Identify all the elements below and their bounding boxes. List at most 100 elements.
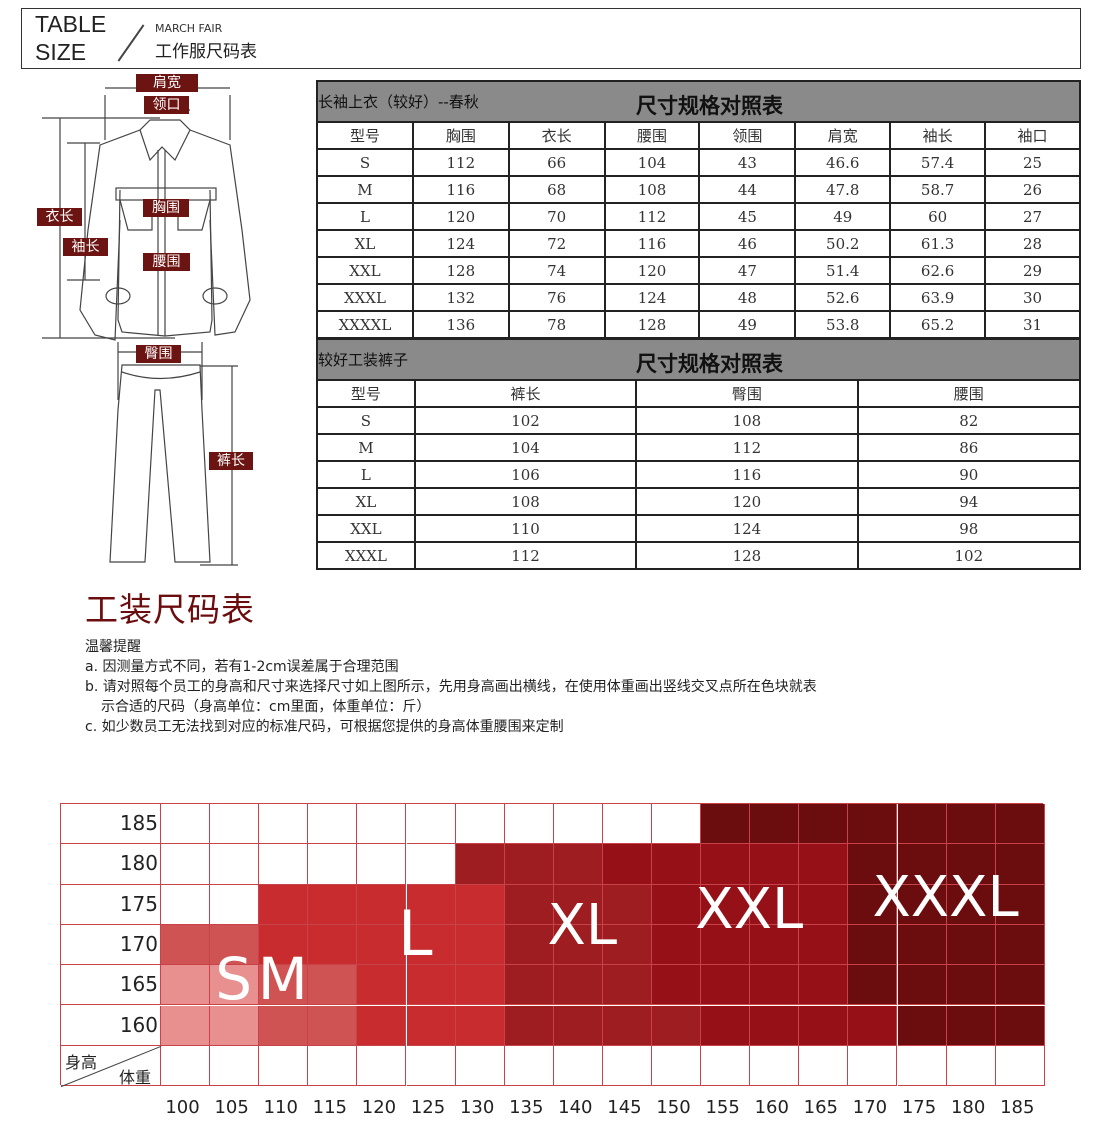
grid-cell (995, 844, 1045, 885)
table-cell: 47.8 (794, 175, 892, 204)
grid-cell (259, 884, 309, 925)
column-header: 衣长 (507, 121, 606, 150)
table-row: XL 108 120 94 (316, 487, 1082, 516)
grid-cell (308, 844, 358, 885)
grid-cell (259, 1005, 309, 1046)
grid-cell (161, 884, 211, 925)
table-cell: S (316, 406, 416, 435)
table-row: XXL 128 74 120 47 51.4 62.6 29 (316, 256, 1081, 285)
note-a: a. 因测量方式不同，若有1-2cm误差属于合理范围 (85, 659, 399, 675)
table-cell: 61.3 (889, 229, 987, 258)
table-cell: 28 (984, 229, 1081, 258)
table-cell: 46 (698, 229, 797, 258)
weight-label: 160 (754, 1097, 789, 1118)
label-hip: 臀围 (136, 345, 181, 363)
grid-cell (504, 965, 554, 1006)
table-cell: 108 (635, 406, 859, 435)
grid-cell (210, 924, 260, 966)
grid-cell (259, 965, 309, 1006)
grid-cell (701, 884, 751, 925)
table-cell: 120 (635, 487, 859, 516)
grid-cell (455, 884, 505, 925)
grid-cell (455, 924, 505, 966)
notes-heading: 工装尺码表 (85, 590, 255, 629)
jacket-table-title: 尺寸规格对照表 (636, 94, 783, 118)
weight-label: 180 (950, 1097, 986, 1118)
table-row: M 104 112 86 (316, 433, 1082, 462)
grid-cell (946, 1005, 996, 1046)
grid-cell (406, 804, 456, 845)
grid-cell (799, 1005, 849, 1046)
jacket-size-table: 长袖上衣（较好）--春秋 尺寸规格对照表 型号 胸围 衣长 腰围 领围 肩宽 袖长 袖口 S 112… (316, 80, 1081, 339)
table-cell: 110 (413, 514, 638, 543)
weight-label: 175 (901, 1097, 937, 1118)
table-cell: 120 (411, 202, 510, 231)
table-row: L 120 70 112 45 49 60 27 (316, 202, 1081, 231)
weight-label: 120 (361, 1097, 397, 1118)
grid-cell (799, 965, 849, 1006)
table-cell: XL (316, 487, 416, 516)
size-zone-label: XXXL (872, 865, 1019, 931)
grid-cell (210, 1005, 260, 1046)
table-cell: 112 (411, 148, 510, 177)
grid-cell (210, 965, 260, 1006)
grid-cell (602, 804, 652, 845)
note-b: b. 请对照每个员工的身高和尺寸来选择尺寸如上图所示，先用身高画出横线，在使用体… (85, 679, 817, 695)
weight-label: 165 (803, 1097, 839, 1118)
table-cell: 60 (889, 202, 987, 231)
grid-cell (652, 1005, 702, 1046)
height-label: 175 (119, 891, 158, 916)
weight-label: 125 (410, 1097, 446, 1118)
table-cell: XL (316, 229, 414, 258)
table-cell: 46.6 (794, 148, 892, 177)
table-cell: 82 (856, 406, 1082, 435)
grid-cell (848, 844, 898, 885)
grid-cell (455, 844, 505, 885)
table-cell: 124 (603, 283, 701, 312)
weight-label: 110 (263, 1097, 298, 1118)
grid-cell (995, 965, 1045, 1006)
grid-cell (995, 1045, 1045, 1087)
table-cell: L (316, 460, 416, 489)
table-cell: 72 (507, 229, 606, 258)
grid-cell (946, 804, 996, 845)
grid-cell (750, 1005, 800, 1046)
corner-height-label: 身高 (65, 1052, 98, 1072)
grid-cell (455, 804, 505, 845)
grid-cell (848, 884, 898, 925)
weight-label: 130 (459, 1097, 495, 1118)
divider (117, 24, 145, 62)
grid-cell (995, 924, 1045, 966)
grid-cell (357, 1045, 407, 1087)
height-label: 180 (119, 851, 158, 876)
table-cell: 26 (984, 175, 1081, 204)
grid-cell (602, 1005, 652, 1046)
table-cell: 52.6 (794, 283, 892, 312)
grid-cell (357, 804, 407, 845)
grid-cell (701, 965, 751, 1006)
grid-cell (750, 884, 800, 925)
table-cell: 43 (698, 148, 797, 177)
grid-cell (602, 965, 652, 1006)
row-label-cell (61, 924, 161, 966)
table-cell: 124 (411, 229, 510, 258)
label-waist: 腰围 (143, 253, 190, 271)
grid-cell (701, 844, 751, 885)
table-cell: 62.6 (889, 256, 987, 285)
grid-cell (504, 804, 554, 845)
grid-cell (455, 965, 505, 1006)
table-cell: 132 (411, 283, 510, 312)
grid-cell (602, 924, 652, 966)
table-cell: 53.8 (794, 310, 892, 339)
table-cell: 86 (856, 433, 1082, 462)
table-cell: 128 (411, 256, 510, 285)
grid-cell (553, 804, 603, 845)
grid-cell (406, 844, 456, 885)
grid-cell (897, 965, 947, 1006)
grid-cell (897, 1045, 947, 1087)
table-header-row: 型号 胸围 衣长 腰围 领围 肩宽 袖长 袖口 (316, 121, 1081, 150)
size-grid: 身高 体重 (60, 803, 1045, 1088)
table-cell: M (316, 433, 416, 462)
grid-cell (946, 965, 996, 1006)
label-length: 衣长 (37, 208, 82, 226)
